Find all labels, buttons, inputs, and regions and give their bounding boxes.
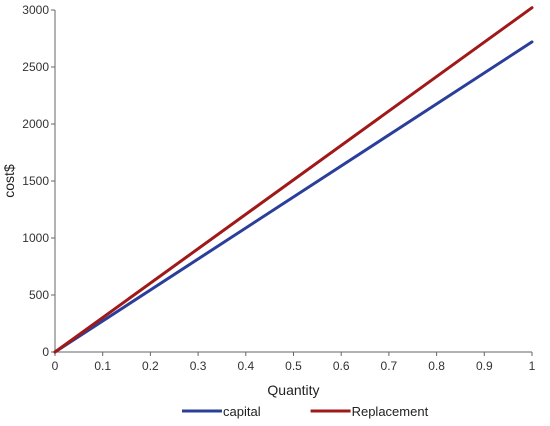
y-tick-label: 2000 [22, 117, 49, 131]
y-tick-label: 2500 [22, 60, 49, 74]
x-tick-label: 0.6 [333, 359, 350, 373]
legend-label-replacement: Replacement [352, 404, 429, 419]
x-tick-label: 0.8 [428, 359, 445, 373]
x-tick-label: 0.2 [142, 359, 159, 373]
y-axis: 0 500 1000 1500 2000 2500 3000 [22, 3, 55, 359]
x-tick-label: 0.1 [94, 359, 111, 373]
series-line-capital [53, 40, 534, 354]
x-tick-label: 0.9 [476, 359, 493, 373]
x-axis: 0 0.1 0.2 0.3 0.4 0.5 0.6 0.7 0.8 0.9 1 [52, 352, 536, 373]
y-tick-label: 1000 [22, 231, 49, 245]
series-layer [53, 6, 534, 354]
series-line-replacement [53, 6, 534, 354]
y-tick-label: 0 [42, 345, 49, 359]
x-axis-title: Quantity [267, 382, 319, 398]
y-tick-label: 500 [29, 288, 49, 302]
x-tick-label: 0.5 [285, 359, 302, 373]
x-tick-label: 0.7 [381, 359, 398, 373]
y-axis-title: cost$ [1, 164, 17, 198]
y-tick-label: 1500 [22, 174, 49, 188]
y-tick-label: 3000 [22, 3, 49, 17]
legend: capital Replacement [182, 404, 429, 419]
legend-label-capital: capital [223, 404, 261, 419]
x-tick-label: 0.4 [237, 359, 254, 373]
x-tick-label: 0.3 [190, 359, 207, 373]
x-tick-label: 1 [529, 359, 536, 373]
x-tick-label: 0 [52, 359, 59, 373]
